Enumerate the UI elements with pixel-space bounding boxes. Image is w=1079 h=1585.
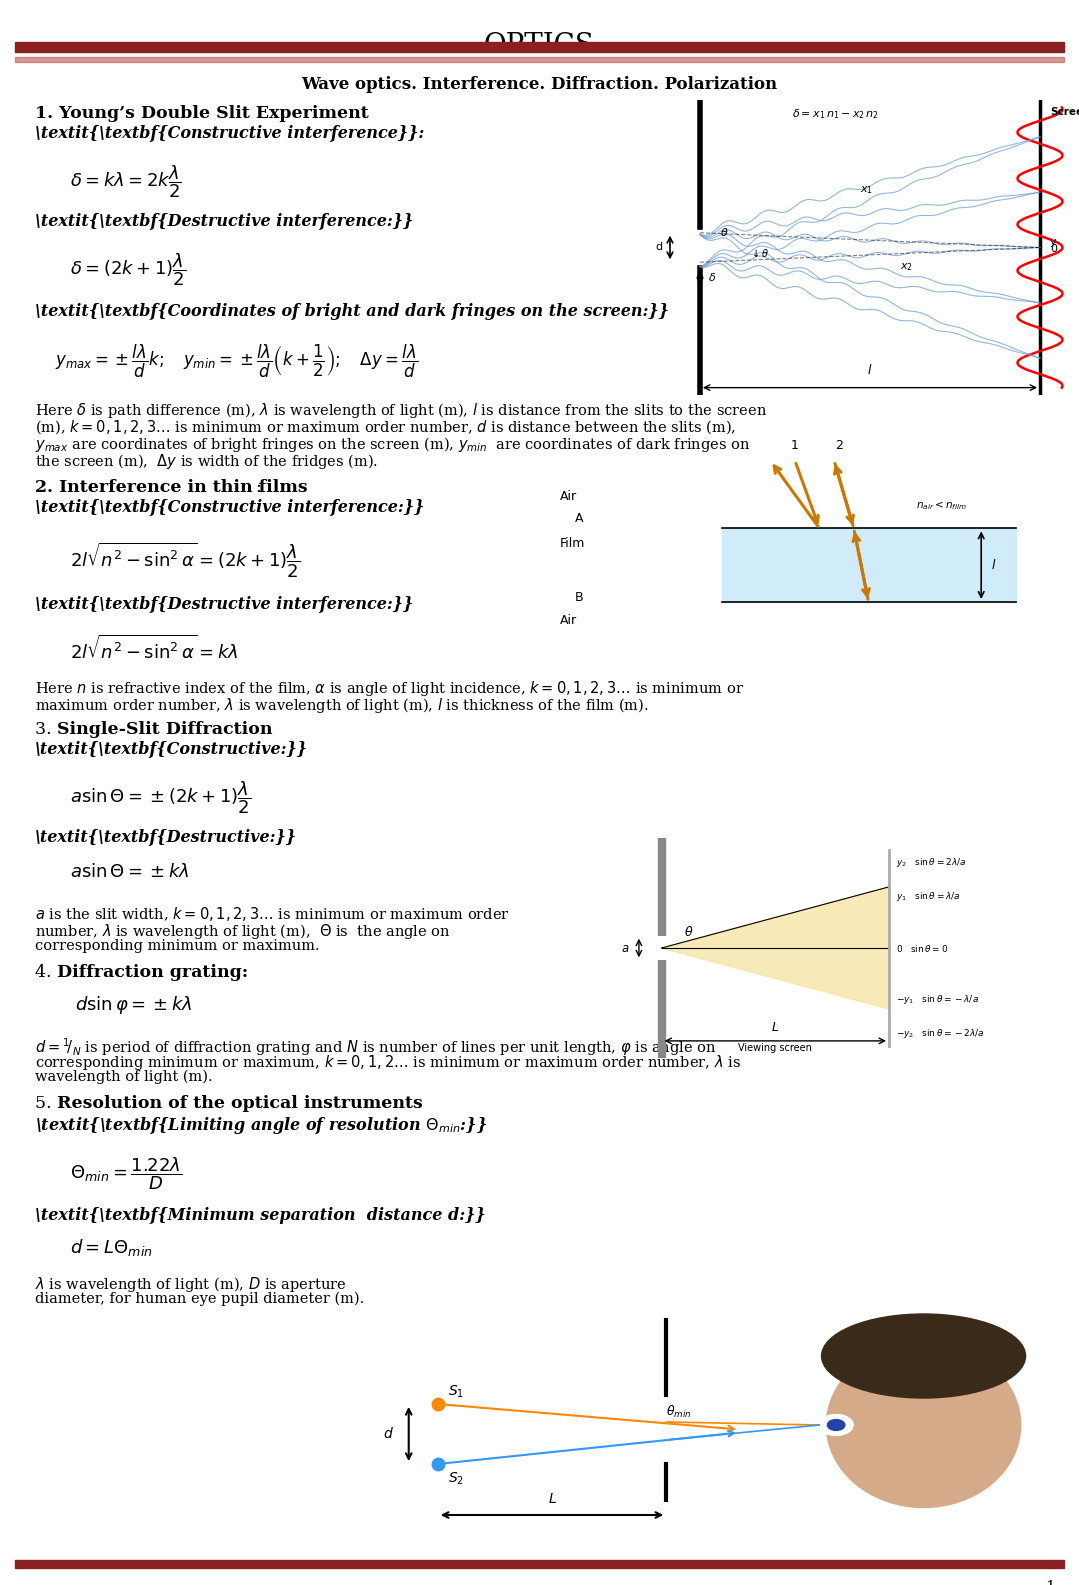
Text: \textit{\textbf{Constructive interference}}:: \textit{\textbf{Constructive interferenc…: [35, 125, 424, 143]
Text: $\theta$: $\theta$: [720, 227, 728, 238]
Text: $\lambda$ is wavelength of light (m), $D$ is aperture: $\lambda$ is wavelength of light (m), $D…: [35, 1274, 346, 1293]
Text: 0: 0: [1050, 244, 1057, 254]
Text: $y_1$   $\sin\theta = \lambda/a$: $y_1$ $\sin\theta = \lambda/a$: [896, 891, 960, 903]
Text: $d = {^1\!/}_N$ is period of diffraction grating and $N$ is number of lines per : $d = {^1\!/}_N$ is period of diffraction…: [35, 1037, 716, 1057]
Text: maximum order number, $\lambda$ is wavelength of light (m), $l$ is thickness of : maximum order number, $\lambda$ is wavel…: [35, 696, 648, 715]
Text: 1: 1: [1046, 1580, 1055, 1585]
Text: $\delta = x_1\,n_1 - x_2\,n_2$: $\delta = x_1\,n_1 - x_2\,n_2$: [792, 108, 878, 120]
Text: wavelength of light (m).: wavelength of light (m).: [35, 1070, 213, 1084]
Text: :: :: [255, 479, 261, 496]
Text: $\Theta_{min} = \dfrac{1.22\lambda}{D}$: $\Theta_{min} = \dfrac{1.22\lambda}{D}$: [70, 1155, 182, 1192]
Text: \textit{\textbf{Destructive interference:}}: \textit{\textbf{Destructive interference…: [35, 212, 413, 230]
Text: Screen: Screen: [1050, 108, 1079, 117]
Text: $l$: $l$: [991, 558, 996, 572]
Text: Wave optics. Interference. Diffraction. Polarization: Wave optics. Interference. Diffraction. …: [301, 76, 777, 94]
Text: $a\sin\Theta = \pm(2k+1)\dfrac{\lambda}{2}$: $a\sin\Theta = \pm(2k+1)\dfrac{\lambda}{…: [70, 778, 251, 816]
Text: $a$: $a$: [622, 941, 630, 954]
Text: 2. Interference in thin films: 2. Interference in thin films: [35, 479, 308, 496]
Text: $y_2$   $\sin\theta = 2\lambda/a$: $y_2$ $\sin\theta = 2\lambda/a$: [896, 856, 966, 869]
Text: Here $n$ is refractive index of the film, $\alpha$ is angle of light incidence, : Here $n$ is refractive index of the film…: [35, 678, 745, 697]
Text: $-y_2$   $\sin\theta = -2\lambda/a$: $-y_2$ $\sin\theta = -2\lambda/a$: [896, 1027, 984, 1040]
Text: \textit{\textbf{Destructive interference:}}: \textit{\textbf{Destructive interference…: [35, 596, 413, 613]
Text: $-y_1$   $\sin\theta = -\lambda/a$: $-y_1$ $\sin\theta = -\lambda/a$: [896, 992, 979, 1006]
Text: Diffraction grating:: Diffraction grating:: [57, 964, 248, 981]
Text: $L$: $L$: [547, 1491, 557, 1506]
Polygon shape: [661, 888, 889, 1010]
Text: $2l\sqrt{n^2 - \sin^2\alpha} = k\lambda$: $2l\sqrt{n^2 - \sin^2\alpha} = k\lambda$: [70, 634, 238, 663]
Text: \textit{\textbf{Minimum separation  distance d:}}: \textit{\textbf{Minimum separation dista…: [35, 1208, 486, 1224]
Text: d: d: [655, 243, 663, 252]
Text: $2l\sqrt{n^2 - \sin^2\alpha} = (2k+1)\dfrac{\lambda}{2}$: $2l\sqrt{n^2 - \sin^2\alpha} = (2k+1)\df…: [70, 540, 300, 580]
Text: (m), $k = 0, 1, 2, 3 \ldots$ is minimum or maximum order number, $d$ is distance: (m), $k = 0, 1, 2, 3 \ldots$ is minimum …: [35, 418, 736, 436]
Text: Air: Air: [560, 613, 577, 626]
Text: $a\sin\Theta = \pm k\lambda$: $a\sin\Theta = \pm k\lambda$: [70, 862, 189, 881]
Text: \textit{\textbf{Constructive:}}: \textit{\textbf{Constructive:}}: [35, 742, 308, 758]
Text: $S_2$: $S_2$: [448, 1471, 464, 1487]
Text: \textit{\textbf{Coordinates of bright and dark fringes on the screen:}}: \textit{\textbf{Coordinates of bright an…: [35, 303, 669, 320]
Text: diameter, for human eye pupil diameter (m).: diameter, for human eye pupil diameter (…: [35, 1292, 365, 1306]
Text: Resolution of the optical instruments: Resolution of the optical instruments: [57, 1095, 423, 1113]
Text: $x_2$: $x_2$: [900, 262, 913, 274]
Text: Viewing screen: Viewing screen: [738, 1043, 812, 1052]
Text: $\theta_{min}$: $\theta_{min}$: [666, 1404, 692, 1420]
Text: $0$   $\sin\theta = 0$: $0$ $\sin\theta = 0$: [896, 943, 948, 954]
Text: 5.: 5.: [35, 1095, 57, 1113]
Text: $l$: $l$: [868, 363, 873, 377]
Text: $\delta = (2k+1)\dfrac{\lambda}{2}$: $\delta = (2k+1)\dfrac{\lambda}{2}$: [70, 250, 186, 287]
Text: $\delta$: $\delta$: [708, 271, 715, 284]
Bar: [15, 57, 1064, 62]
Text: Air: Air: [560, 490, 577, 504]
Text: $d = L\Theta_{min}$: $d = L\Theta_{min}$: [70, 1236, 153, 1258]
Text: the screen (m),  $\Delta y$ is width of the fridges (m).: the screen (m), $\Delta y$ is width of t…: [35, 452, 378, 471]
Ellipse shape: [827, 1342, 1021, 1507]
Text: corresponding minimum or maximum.: corresponding minimum or maximum.: [35, 938, 319, 953]
Text: corresponding minimum or maximum, $k = 0, 1, 2\ldots$ is minimum or maximum orde: corresponding minimum or maximum, $k = 0…: [35, 1052, 741, 1071]
Text: \textit{\textbf{Limiting angle of resolution $\Theta_{min}$:}}: \textit{\textbf{Limiting angle of resolu…: [35, 1114, 487, 1136]
Text: 2: 2: [835, 439, 843, 452]
Bar: [15, 1560, 1064, 1568]
Text: number, $\lambda$ is wavelength of light (m),  $\Theta$ is  the angle on: number, $\lambda$ is wavelength of light…: [35, 922, 451, 941]
Text: $n_{air} < n_{film}$: $n_{air} < n_{film}$: [916, 499, 967, 512]
Text: $\delta = k\lambda = 2k\dfrac{\lambda}{2}$: $\delta = k\lambda = 2k\dfrac{\lambda}{2…: [70, 163, 181, 200]
Bar: [722, 528, 1015, 602]
Text: $L$: $L$: [771, 1021, 779, 1033]
Text: y: y: [1050, 238, 1056, 247]
Circle shape: [819, 1414, 853, 1436]
Text: Here $\delta$ is path difference (m), $\lambda$ is wavelength of light (m), $l$ : Here $\delta$ is path difference (m), $\…: [35, 401, 767, 420]
Text: B: B: [574, 591, 583, 604]
Circle shape: [828, 1420, 845, 1430]
Text: $a$ is the slit width, $k = 0, 1, 2, 3 \ldots$ is minimum or maximum order: $a$ is the slit width, $k = 0, 1, 2, 3 \…: [35, 905, 509, 922]
Text: A: A: [574, 512, 583, 525]
Text: OPTICS: OPTICS: [483, 32, 595, 59]
Text: $y_{max}$ are coordinates of bright fringes on the screen (m), $y_{min}$  are co: $y_{max}$ are coordinates of bright frin…: [35, 434, 750, 453]
Text: $\theta$: $\theta$: [684, 924, 694, 938]
Text: $d$: $d$: [383, 1426, 394, 1441]
Text: \textit{\textbf{Destructive:}}: \textit{\textbf{Destructive:}}: [35, 829, 297, 846]
Ellipse shape: [821, 1314, 1025, 1398]
Text: Single-Slit Diffraction: Single-Slit Diffraction: [57, 721, 273, 739]
Text: \textit{\textbf{Constructive interference:}}: \textit{\textbf{Constructive interferenc…: [35, 499, 424, 517]
Text: $y_{max} = \pm\dfrac{l\lambda}{d}k;\quad y_{min} = \pm\dfrac{l\lambda}{d}\left(k: $y_{max} = \pm\dfrac{l\lambda}{d}k;\quad…: [55, 342, 418, 380]
Text: Film: Film: [560, 537, 585, 550]
Text: 3.: 3.: [35, 721, 57, 739]
Bar: [15, 41, 1064, 52]
Text: $S_1$: $S_1$: [448, 1384, 464, 1400]
Text: 1. Young’s Double Slit Experiment: 1. Young’s Double Slit Experiment: [35, 105, 369, 122]
Text: 4.: 4.: [35, 964, 57, 981]
Text: $x_1$: $x_1$: [860, 184, 873, 197]
Text: $d\sin\varphi = \pm k\lambda$: $d\sin\varphi = \pm k\lambda$: [76, 994, 192, 1016]
Text: 1: 1: [791, 439, 798, 452]
Text: $\downarrow\theta$: $\downarrow\theta$: [750, 247, 769, 258]
